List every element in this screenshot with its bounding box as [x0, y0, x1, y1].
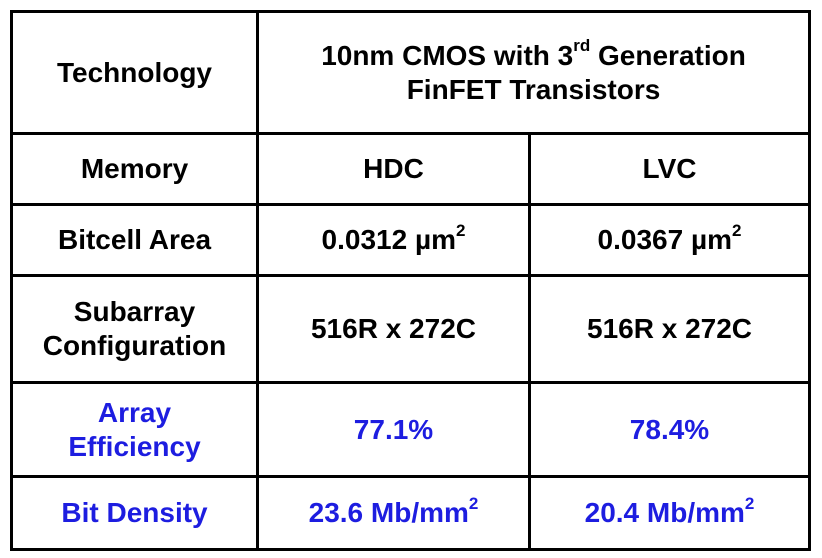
technology-value: 10nm CMOS with 3rd Generation FinFET Tra… [255, 10, 812, 135]
subarray-label: Subarray Configuration [10, 274, 259, 384]
bit-density-hdc: 23.6 Mb/mm2 [256, 475, 531, 551]
memory-hdc: HDC [256, 132, 531, 206]
table-row-array-efficiency: Array Efficiency 77.1% 78.4% [10, 381, 812, 478]
table-row-memory: Memory HDC LVC [10, 132, 812, 206]
subarray-hdc: 516R x 272C [256, 274, 531, 384]
array-efficiency-label: Array Efficiency [10, 381, 259, 478]
subarray-lvc: 516R x 272C [527, 274, 812, 384]
bitcell-area-lvc: 0.0367 µm2 [527, 203, 812, 277]
bitcell-area-hdc: 0.0312 µm2 [256, 203, 531, 277]
spec-table: Technology 10nm CMOS with 3rd Generation… [10, 10, 812, 551]
technology-label: Technology [10, 10, 259, 135]
bit-density-label: Bit Density [10, 475, 259, 551]
array-efficiency-lvc: 78.4% [527, 381, 812, 478]
array-efficiency-hdc: 77.1% [256, 381, 531, 478]
memory-lvc: LVC [527, 132, 812, 206]
technology-value-line2: FinFET Transistors [406, 73, 661, 105]
table-row-technology: Technology 10nm CMOS with 3rd Generation… [10, 10, 812, 135]
table-row-subarray: Subarray Configuration 516R x 272C 516R … [10, 274, 812, 384]
table-row-bit-density: Bit Density 23.6 Mb/mm2 20.4 Mb/mm2 [10, 475, 812, 551]
technology-value-line1: 10nm CMOS with 3rd Generation [321, 36, 746, 71]
table-row-bitcell-area: Bitcell Area 0.0312 µm2 0.0367 µm2 [10, 203, 812, 277]
bit-density-lvc: 20.4 Mb/mm2 [527, 475, 812, 551]
bitcell-area-label: Bitcell Area [10, 203, 259, 277]
memory-label: Memory [10, 132, 259, 206]
